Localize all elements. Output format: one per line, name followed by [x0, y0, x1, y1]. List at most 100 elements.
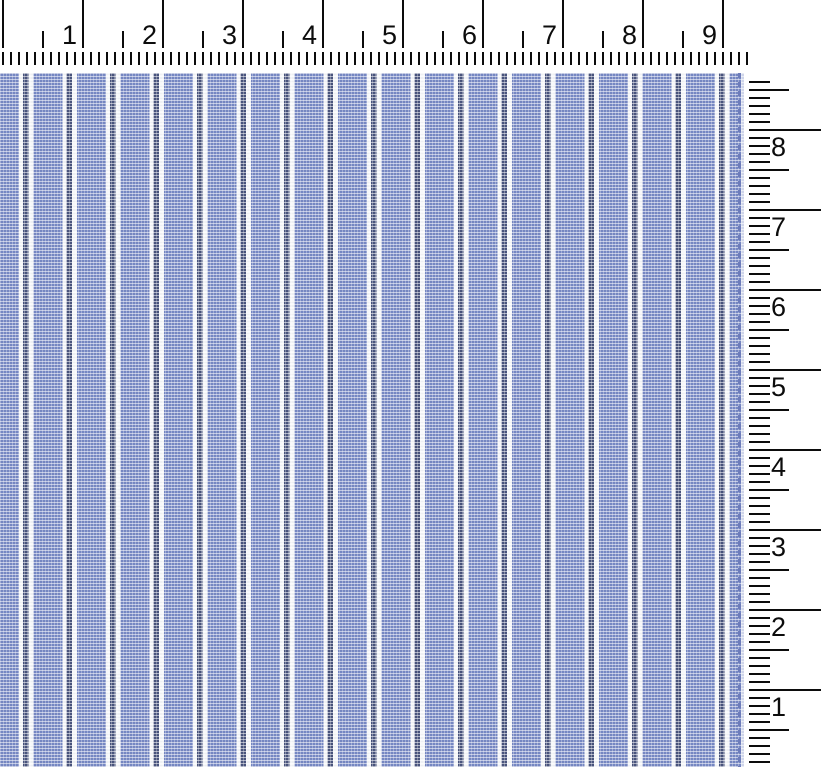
- ruler-minor-tick: [530, 52, 532, 65]
- ruler-half-tick: [602, 31, 604, 48]
- ruler-minor-tick: [114, 52, 116, 65]
- ruler-major-tick: [749, 289, 821, 291]
- ruler-number: 8: [621, 20, 637, 50]
- ruler-number: 7: [771, 212, 787, 242]
- ruler-minor-tick: [450, 52, 452, 65]
- ruler-minor-tick: [282, 52, 284, 65]
- ruler-number: 1: [61, 20, 77, 50]
- ruler-minor-tick: [690, 52, 692, 65]
- ruler-minor-tick: [749, 385, 770, 387]
- ruler-minor-tick: [749, 601, 770, 603]
- ruler-minor-tick: [749, 321, 770, 323]
- ruler-number: 2: [141, 20, 157, 50]
- ruler-minor-tick: [58, 52, 60, 65]
- ruler-minor-tick: [330, 52, 332, 65]
- ruler-minor-tick: [338, 52, 340, 65]
- ruler-minor-tick: [749, 225, 770, 227]
- ruler-minor-tick: [210, 52, 212, 65]
- ruler-minor-tick: [34, 52, 36, 65]
- ruler-minor-tick: [749, 185, 770, 187]
- ruler-minor-tick: [10, 52, 12, 65]
- ruler-minor-tick: [749, 121, 770, 123]
- ruler-number: 6: [771, 292, 787, 322]
- ruler-half-tick: [749, 729, 789, 731]
- ruler-minor-tick: [706, 52, 708, 65]
- ruler-minor-tick: [749, 305, 770, 307]
- ruler-minor-tick: [618, 52, 620, 65]
- ruler-minor-tick: [18, 52, 20, 65]
- ruler-major-tick: [562, 0, 564, 48]
- ruler-minor-tick: [170, 52, 172, 65]
- ruler-minor-tick: [346, 52, 348, 65]
- ruler-minor-tick: [749, 297, 770, 299]
- ruler-minor-tick: [522, 52, 524, 65]
- ruler-major-tick: [722, 0, 724, 48]
- ruler-minor-tick: [98, 52, 100, 65]
- ruler-number: 4: [771, 452, 787, 482]
- ruler-minor-tick: [258, 52, 260, 65]
- ruler-minor-tick: [218, 52, 220, 65]
- ruler-minor-tick: [490, 52, 492, 65]
- ruler-minor-tick: [749, 393, 770, 395]
- ruler-minor-tick: [749, 233, 770, 235]
- ruler-major-tick: [482, 0, 484, 48]
- ruler-minor-tick: [442, 52, 444, 65]
- ruler-minor-tick: [426, 52, 428, 65]
- ruler-minor-tick: [474, 52, 476, 65]
- ruler-minor-tick: [749, 441, 770, 443]
- ruler-minor-tick: [354, 52, 356, 65]
- ruler-minor-tick: [749, 265, 770, 267]
- ruler-minor-tick: [274, 52, 276, 65]
- ruler-half-tick: [749, 169, 789, 171]
- ruler-half-tick: [122, 31, 124, 48]
- ruler-half-tick: [749, 489, 789, 491]
- ruler-minor-tick: [749, 433, 770, 435]
- ruler-minor-tick: [749, 505, 770, 507]
- ruler-minor-tick: [26, 52, 28, 65]
- ruler-minor-tick: [458, 52, 460, 65]
- ruler-major-tick: [322, 0, 324, 48]
- ruler-half-tick: [362, 31, 364, 48]
- ruler-major-tick: [749, 129, 821, 131]
- ruler-minor-tick: [74, 52, 76, 65]
- ruler-minor-tick: [106, 52, 108, 65]
- ruler-minor-tick: [554, 52, 556, 65]
- ruler-minor-tick: [746, 52, 748, 65]
- ruler-minor-tick: [749, 641, 770, 643]
- ruler-minor-tick: [226, 52, 228, 65]
- ruler-major-tick: [749, 449, 821, 451]
- ruler-minor-tick: [82, 52, 84, 65]
- ruler-number: 9: [701, 20, 717, 50]
- ruler-minor-tick: [749, 145, 770, 147]
- ruler-minor-tick: [749, 97, 770, 99]
- ruler-minor-tick: [178, 52, 180, 65]
- ruler-minor-tick: [370, 52, 372, 65]
- ruler-number: 8: [771, 132, 787, 162]
- ruler-minor-tick: [186, 52, 188, 65]
- ruler-major-tick: [749, 609, 821, 611]
- ruler-minor-tick: [749, 753, 770, 755]
- ruler-minor-tick: [402, 52, 404, 65]
- ruler-minor-tick: [698, 52, 700, 65]
- ruler-minor-tick: [594, 52, 596, 65]
- ruler-minor-tick: [658, 52, 660, 65]
- ruler-minor-tick: [749, 137, 770, 139]
- ruler-minor-tick: [250, 52, 252, 65]
- ruler-minor-tick: [682, 52, 684, 65]
- ruler-half-tick: [749, 649, 789, 651]
- ruler-number: 7: [541, 20, 557, 50]
- ruler-minor-tick: [749, 497, 770, 499]
- ruler-minor-tick: [749, 377, 770, 379]
- ruler-minor-tick: [749, 337, 770, 339]
- ruler-number: 3: [771, 532, 787, 562]
- ruler-minor-tick: [749, 193, 770, 195]
- ruler-minor-tick: [749, 201, 770, 203]
- ruler-minor-tick: [749, 737, 770, 739]
- ruler-minor-tick: [749, 313, 770, 315]
- ruler-minor-tick: [378, 52, 380, 65]
- ruler-minor-tick: [749, 481, 770, 483]
- ruler-minor-tick: [2, 52, 4, 65]
- ruler-minor-tick: [562, 52, 564, 65]
- ruler-minor-tick: [749, 401, 770, 403]
- ruler-vertical: 8 7 6 5 4 3 2 1: [744, 73, 821, 767]
